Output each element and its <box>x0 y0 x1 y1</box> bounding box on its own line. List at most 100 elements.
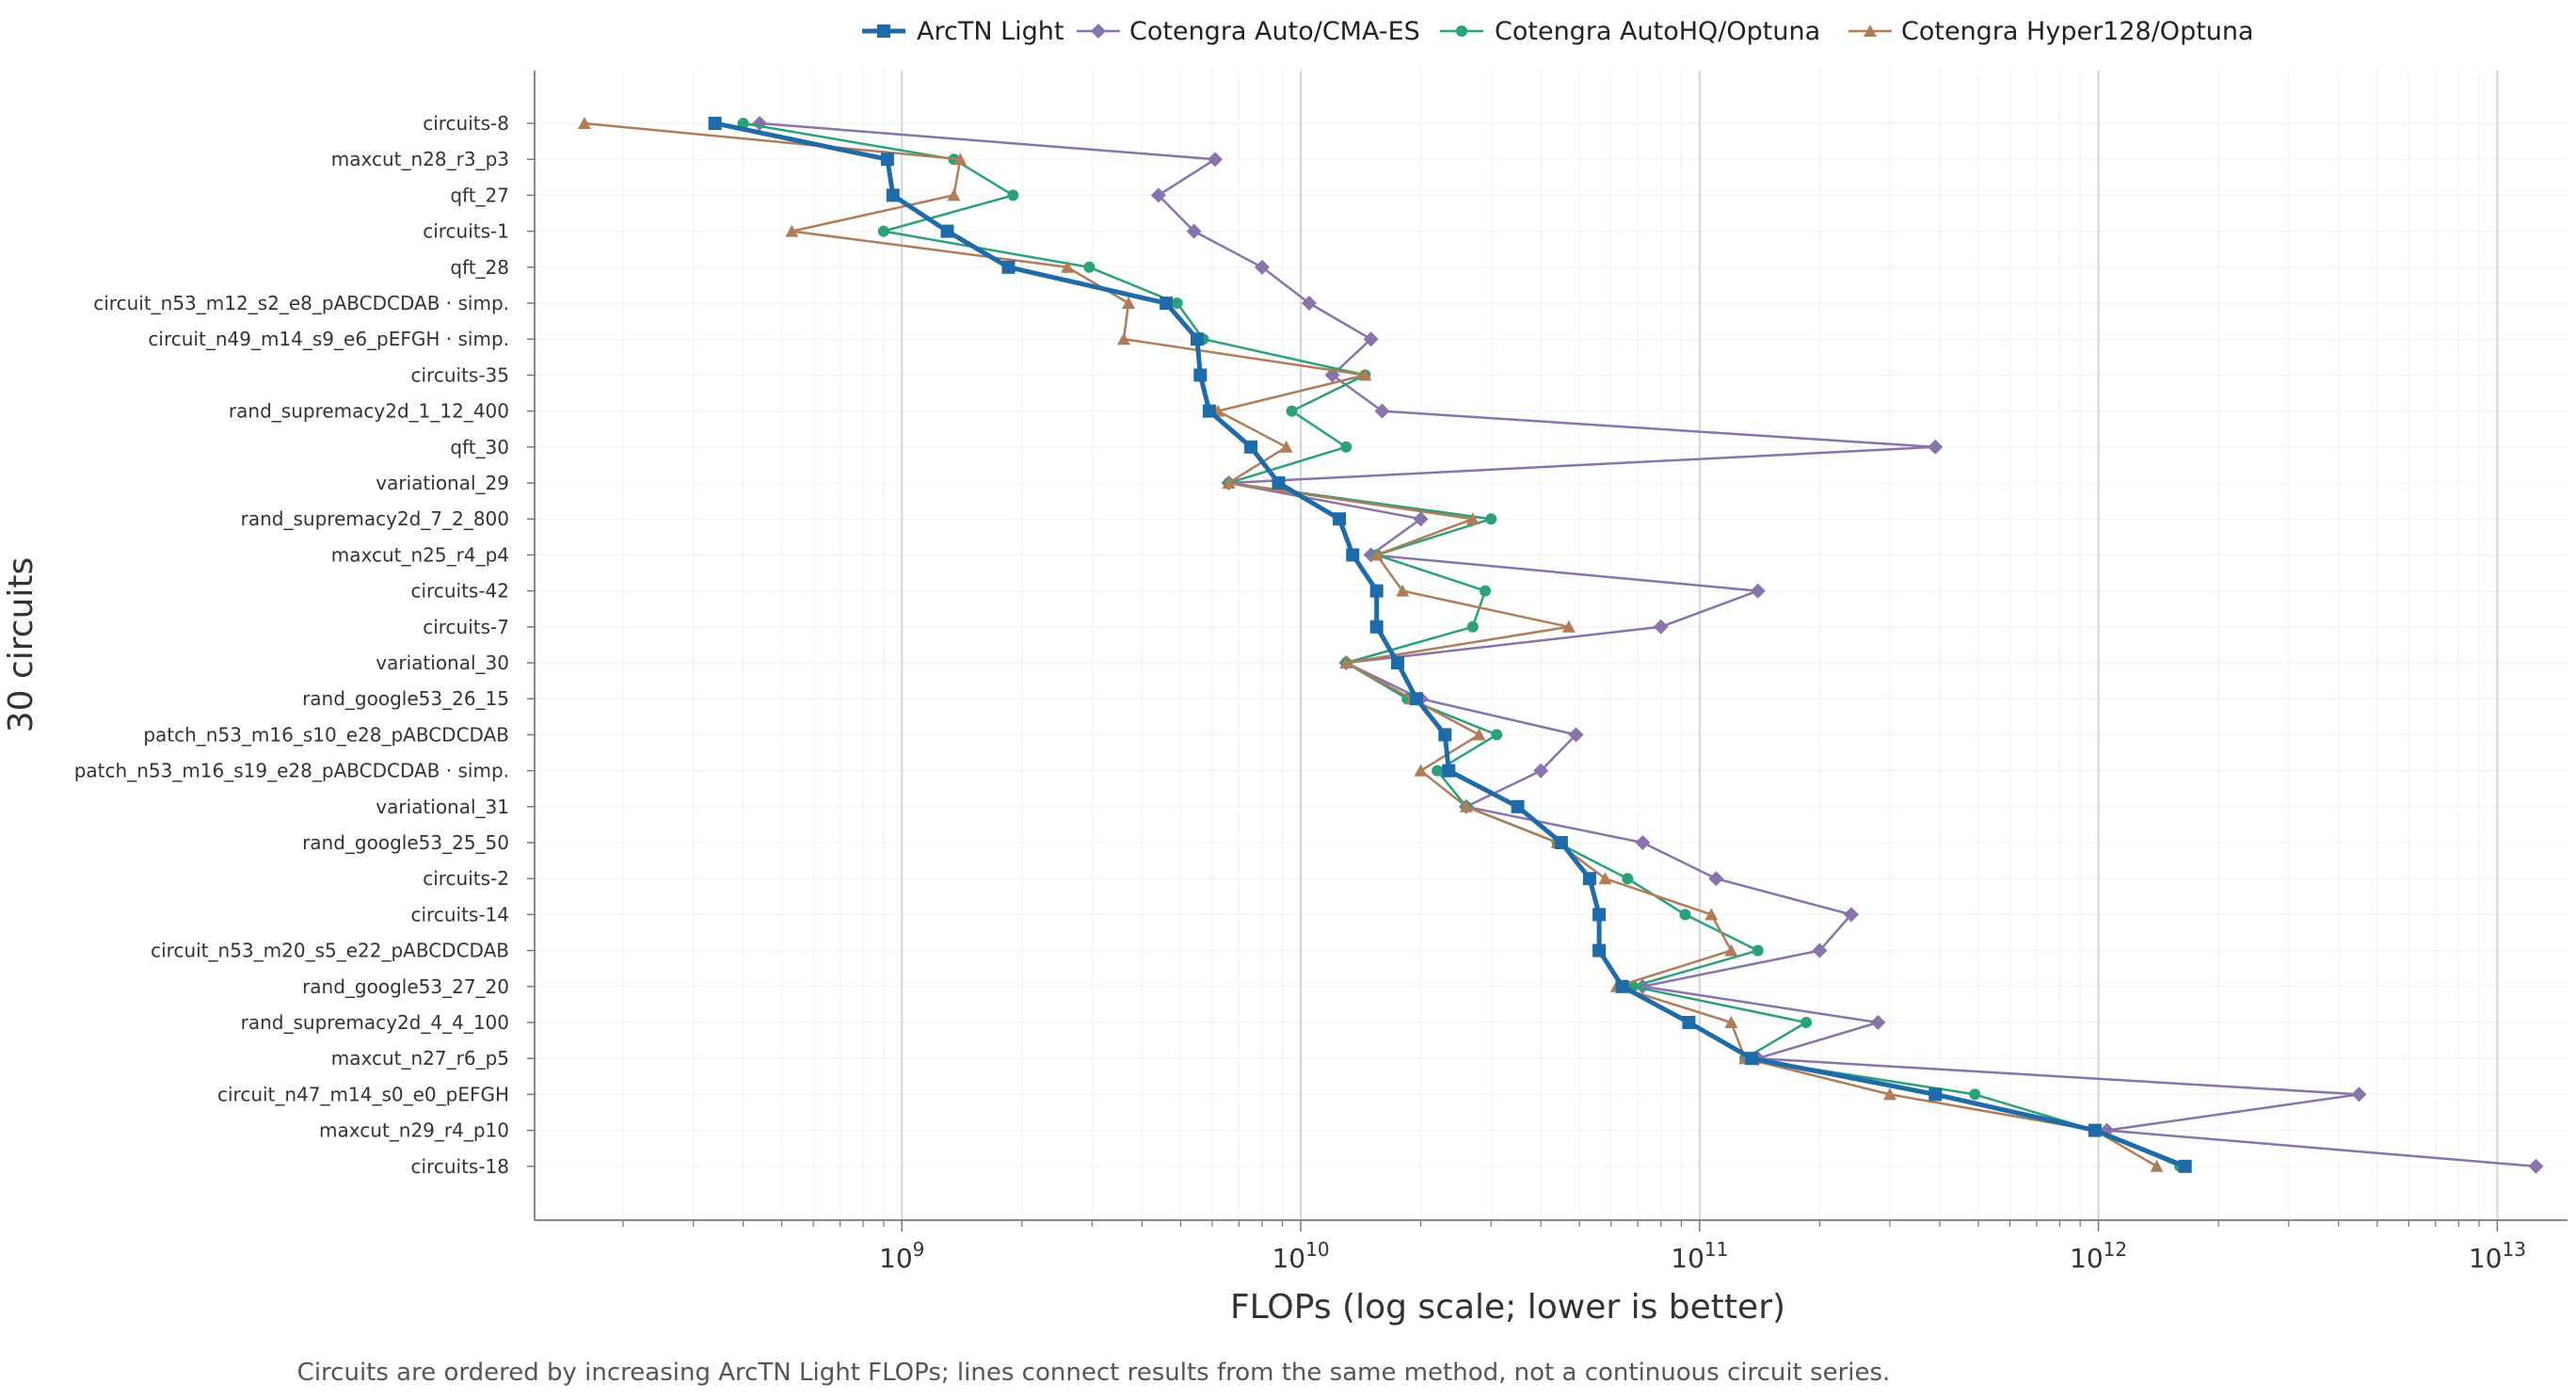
data-point <box>1346 548 1360 562</box>
data-point <box>1254 259 1270 275</box>
x-axis-title: FLOPs (log scale; lower is better) <box>1230 1288 1785 1327</box>
data-point <box>2088 1123 2102 1137</box>
legend-swatch-marker <box>877 24 890 38</box>
x-tick-label: 109 <box>879 1238 924 1274</box>
data-point <box>953 153 968 166</box>
data-point <box>737 118 749 129</box>
y-tick-label: variational_31 <box>376 796 509 818</box>
data-point <box>1653 619 1669 635</box>
x-tick-label: 1012 <box>2070 1238 2127 1274</box>
chart-caption: Circuits are ordered by increasing ArcTN… <box>297 1359 1891 1387</box>
y-axis-title: 30 circuits <box>2 557 40 733</box>
data-point <box>1160 297 1174 310</box>
legend-label: ArcTN Light <box>917 17 1064 46</box>
data-point <box>1870 1015 1886 1030</box>
data-point <box>1592 943 1607 957</box>
data-point <box>1150 187 1166 203</box>
series-cotengra-hyper128-optuna <box>577 117 2164 1172</box>
data-point <box>1279 440 1293 453</box>
data-point <box>1116 332 1130 346</box>
legend-swatch-marker <box>1456 25 1467 37</box>
legend-item: Cotengra Hyper128/Optuna <box>1848 17 2254 46</box>
data-point <box>1568 727 1584 743</box>
data-point <box>1724 943 1738 957</box>
data-point <box>1414 764 1428 777</box>
data-point <box>1208 152 1224 168</box>
data-point <box>880 153 894 167</box>
y-tick-label: circuit_n53_m12_s2_e8_pABCDCDAB · simp. <box>93 292 509 314</box>
y-tick-label: circuit_n49_m14_s9_e6_pEFGH · simp. <box>148 328 509 350</box>
x-tick-label: 1010 <box>1272 1238 1329 1274</box>
series-line <box>584 121 2158 1167</box>
data-point <box>1272 476 1286 490</box>
data-point <box>1301 296 1317 311</box>
y-tick-label: rand_supremacy2d_4_4_100 <box>241 1011 509 1034</box>
series-lines <box>577 116 2544 1174</box>
y-tick-label: circuits-2 <box>423 867 509 890</box>
data-point <box>1615 979 1629 993</box>
data-point <box>1391 656 1405 669</box>
data-point <box>1622 873 1634 885</box>
data-point <box>1432 764 1444 777</box>
axes <box>527 71 2568 1231</box>
data-point <box>1533 763 1549 779</box>
data-point <box>2150 1159 2164 1172</box>
legend-swatch-marker <box>1864 24 1877 37</box>
y-tick-label: circuit_n53_m20_s5_e22_pABCDCDAB <box>151 940 509 962</box>
data-point <box>1340 441 1352 453</box>
data-point <box>1363 331 1379 347</box>
y-tick-label: rand_google53_27_20 <box>302 975 509 998</box>
data-point <box>1598 872 1612 885</box>
data-point <box>877 225 889 237</box>
data-point <box>708 117 722 130</box>
y-tick-label: patch_n53_m16_s10_e28_pABCDCDAB <box>143 723 509 746</box>
data-point <box>1561 620 1576 633</box>
data-point <box>1193 368 1208 382</box>
data-point <box>1582 872 1596 886</box>
y-tick-label: variational_29 <box>376 472 509 494</box>
data-point <box>947 188 961 201</box>
data-point <box>1554 836 1568 849</box>
data-point <box>2178 1159 2192 1173</box>
data-point <box>1592 908 1607 922</box>
y-tick-label: patch_n53_m16_s19_e28_pABCDCDAB · simp. <box>74 760 509 782</box>
y-tick-label: circuits-7 <box>423 616 509 638</box>
y-tick-label: circuits-35 <box>411 363 510 386</box>
y-tick-label: circuits-8 <box>423 112 509 135</box>
y-tick-label: rand_google53_25_50 <box>302 831 509 854</box>
data-point <box>1843 907 1859 923</box>
data-point <box>1812 942 1828 958</box>
legend-label: Cotengra Auto/CMA-ES <box>1129 17 1420 46</box>
data-point <box>1479 585 1491 597</box>
x-tick-label: 1013 <box>2469 1238 2526 1274</box>
data-point <box>1708 871 1724 887</box>
y-tick-label: circuits-14 <box>411 903 510 925</box>
data-point <box>1190 332 1204 346</box>
y-tick-label: rand_supremacy2d_1_12_400 <box>229 400 509 423</box>
data-point <box>1928 439 1944 455</box>
data-point <box>1459 799 1473 813</box>
data-point <box>1369 620 1384 634</box>
data-point <box>1374 403 1390 419</box>
data-point <box>1369 584 1384 598</box>
series-line <box>760 121 2536 1168</box>
data-point <box>1465 512 1480 525</box>
data-point <box>1466 620 1479 633</box>
series-line <box>714 121 2186 1169</box>
data-point <box>1724 1016 1738 1028</box>
legend-swatch-marker <box>1091 24 1106 39</box>
data-point <box>1969 1088 1981 1101</box>
series-cotengra-auto-cma-es <box>752 116 2544 1174</box>
data-point <box>1122 297 1136 309</box>
y-tick-label: circuit_n47_m14_s0_e0_pEFGH <box>217 1083 509 1105</box>
data-point <box>1442 764 1456 778</box>
data-point <box>1396 584 1410 597</box>
y-tick-label: rand_supremacy2d_7_2_800 <box>241 507 509 530</box>
data-point <box>1704 908 1719 921</box>
data-point <box>1745 1052 1759 1066</box>
data-point <box>1358 368 1372 381</box>
data-point <box>1222 476 1236 489</box>
data-point <box>1339 656 1353 668</box>
data-point <box>1472 728 1486 741</box>
